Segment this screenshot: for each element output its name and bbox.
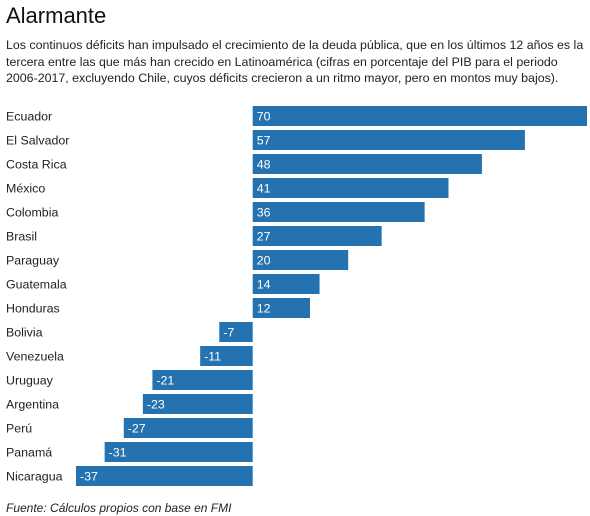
bar-value-label: -27 — [128, 422, 146, 436]
bar-value-label: 36 — [257, 206, 271, 220]
bar-value-label: 20 — [257, 254, 271, 268]
bar — [219, 322, 253, 342]
bar-value-label: 12 — [257, 302, 271, 316]
category-label: Panamá — [6, 446, 52, 460]
bar — [152, 370, 253, 390]
chart-title: Alarmante — [6, 3, 107, 28]
bar — [252, 178, 449, 198]
category-label: Argentina — [6, 398, 59, 412]
category-label: Perú — [6, 422, 32, 436]
bar-value-label: -21 — [156, 374, 174, 388]
bar-chart: Ecuador 70 El Salvador 57 Costa Rica 48 México… — [0, 104, 590, 494]
bar-value-label: 48 — [257, 158, 271, 172]
category-label: Honduras — [6, 302, 60, 316]
category-label: Brasil — [6, 230, 37, 244]
bar — [142, 394, 253, 414]
bar — [252, 202, 425, 222]
chart-subtitle: Los continuos déficits han impulsado el … — [6, 38, 584, 85]
bar-value-label: -31 — [109, 446, 127, 460]
bar-value-label: 57 — [257, 134, 271, 148]
category-label: Colombia — [6, 206, 58, 220]
category-label: Venezuela — [6, 350, 64, 364]
category-label: Bolivia — [6, 326, 43, 340]
chart-source: Fuente: Cálculos propios con base en FMI — [6, 501, 232, 515]
bar-value-label: -11 — [204, 350, 221, 364]
bar-value-label: -7 — [223, 326, 234, 340]
bar — [252, 226, 382, 246]
bar-value-label: 41 — [257, 182, 271, 196]
bar — [252, 106, 587, 126]
category-label: Costa Rica — [6, 158, 67, 172]
category-label: México — [6, 182, 45, 196]
category-label: Nicaragua — [6, 470, 63, 484]
bar-value-label: -37 — [80, 470, 98, 484]
bar — [252, 298, 311, 318]
bar-value-label: -23 — [147, 398, 165, 412]
bar — [252, 274, 320, 294]
category-label: El Salvador — [6, 134, 69, 148]
bar — [252, 154, 482, 174]
bar-chart-svg: Ecuador 70 El Salvador 57 Costa Rica 48 México… — [6, 106, 587, 486]
category-label: Uruguay — [6, 374, 54, 388]
category-label: Guatemala — [6, 278, 67, 292]
bar — [76, 466, 253, 486]
bar-value-label: 27 — [257, 230, 271, 244]
bar-value-label: 70 — [257, 110, 271, 124]
bar — [104, 442, 253, 462]
bar — [252, 130, 525, 150]
bar-value-label: 14 — [257, 278, 271, 292]
category-label: Paraguay — [6, 254, 60, 268]
bar — [123, 418, 253, 438]
category-label: Ecuador — [6, 110, 52, 124]
bar — [200, 346, 253, 366]
bar — [252, 250, 349, 270]
